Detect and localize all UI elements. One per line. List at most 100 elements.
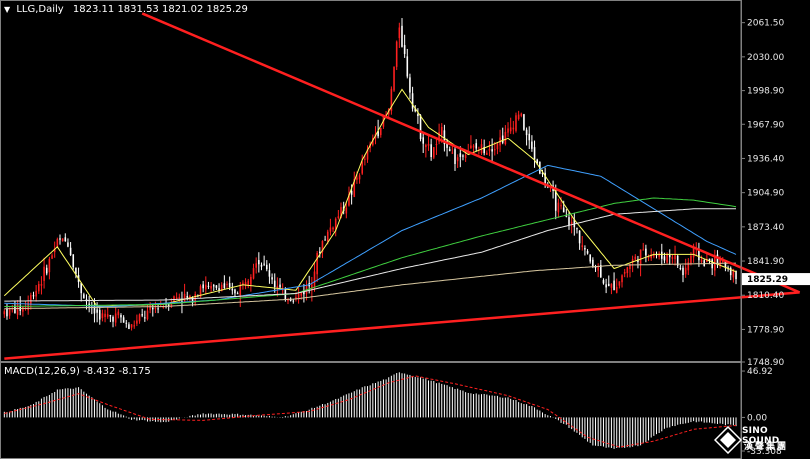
candle: [668, 249, 671, 266]
candle-body: [446, 140, 448, 148]
candle-body: [239, 284, 242, 296]
candle: [528, 126, 531, 150]
candle: [250, 274, 252, 292]
candle-body: [615, 287, 618, 293]
candle-body: [581, 245, 584, 248]
candle-body: [660, 251, 663, 259]
candle-body: [117, 311, 120, 316]
candle: [287, 297, 289, 305]
candle-body: [385, 114, 387, 116]
candle-body: [578, 230, 581, 244]
candle-body: [493, 149, 496, 151]
candle-body: [716, 254, 719, 265]
candle: [456, 154, 459, 168]
candle: [279, 278, 281, 288]
candle: [716, 250, 719, 269]
candle: [32, 291, 35, 300]
candle: [594, 264, 597, 272]
candle-body: [666, 254, 668, 263]
candle-body: [411, 93, 414, 109]
candle-body: [528, 133, 531, 141]
macd-tick-label: -33.308: [747, 447, 782, 457]
candle-body: [83, 294, 85, 299]
candle-body: [602, 280, 605, 284]
candle: [637, 255, 639, 269]
current-price-tag: [742, 273, 810, 286]
candle: [59, 234, 61, 245]
candle: [602, 278, 605, 285]
candle: [345, 201, 348, 219]
candle-body: [303, 290, 305, 295]
candle: [610, 283, 613, 295]
candle-body: [417, 114, 419, 117]
candle-body: [470, 145, 472, 149]
candle: [634, 254, 637, 261]
macd-tick-label: 46.92: [747, 367, 773, 377]
candle-body: [80, 283, 83, 294]
candle-body: [496, 143, 499, 150]
candle: [393, 66, 395, 92]
candle-body: [313, 271, 316, 289]
candle: [501, 127, 504, 145]
candle: [231, 282, 234, 295]
candle-body: [35, 290, 37, 297]
candle-body: [226, 284, 228, 286]
candle-body: [223, 283, 226, 289]
candle: [130, 324, 133, 331]
candle-body: [698, 248, 700, 261]
candle-body: [125, 322, 128, 324]
candle-body: [364, 158, 366, 160]
candle: [37, 281, 40, 294]
candle-body: [191, 297, 194, 304]
candle: [112, 315, 114, 328]
candle: [395, 40, 398, 71]
candle: [120, 313, 122, 323]
candle: [358, 173, 361, 184]
candle-body: [708, 258, 711, 262]
candle-body: [600, 265, 602, 278]
candle-body: [120, 315, 122, 318]
price-tick-label: 1904.90: [747, 189, 784, 199]
candle-body: [721, 260, 724, 262]
candle: [576, 227, 578, 234]
candle-body: [520, 113, 523, 116]
candle-body: [525, 129, 528, 136]
candle: [626, 266, 629, 278]
candle-body: [409, 77, 411, 93]
candle-body: [414, 108, 417, 112]
candle-body: [594, 266, 597, 269]
candle: [263, 255, 265, 267]
candle: [106, 306, 109, 319]
candle: [676, 254, 679, 269]
candle-body: [642, 249, 645, 251]
candle: [525, 127, 528, 146]
candle: [552, 180, 554, 199]
candle-body: [536, 159, 538, 164]
candle: [255, 257, 257, 274]
candle-body: [199, 286, 202, 298]
candle-body: [289, 298, 292, 302]
candle: [486, 150, 488, 155]
candle-body: [67, 242, 69, 247]
candle-body: [53, 248, 56, 253]
candle-body: [653, 254, 655, 257]
candle: [480, 138, 483, 156]
chevron-down-icon[interactable]: ▼: [4, 5, 11, 14]
candle: [729, 266, 732, 281]
candle-body: [512, 127, 515, 130]
candle-body: [724, 260, 727, 268]
candle-body: [186, 296, 189, 298]
candle-body: [265, 264, 268, 270]
candle-body: [377, 131, 379, 137]
candle: [700, 255, 703, 265]
candle: [422, 132, 424, 153]
candle: [252, 263, 255, 280]
candle-body: [592, 259, 594, 267]
candle: [223, 275, 226, 289]
candle-body: [106, 314, 109, 317]
price-tick-label: 2030.00: [747, 53, 784, 63]
candle: [75, 267, 77, 279]
candle: [202, 280, 204, 293]
candle-body: [440, 126, 443, 136]
